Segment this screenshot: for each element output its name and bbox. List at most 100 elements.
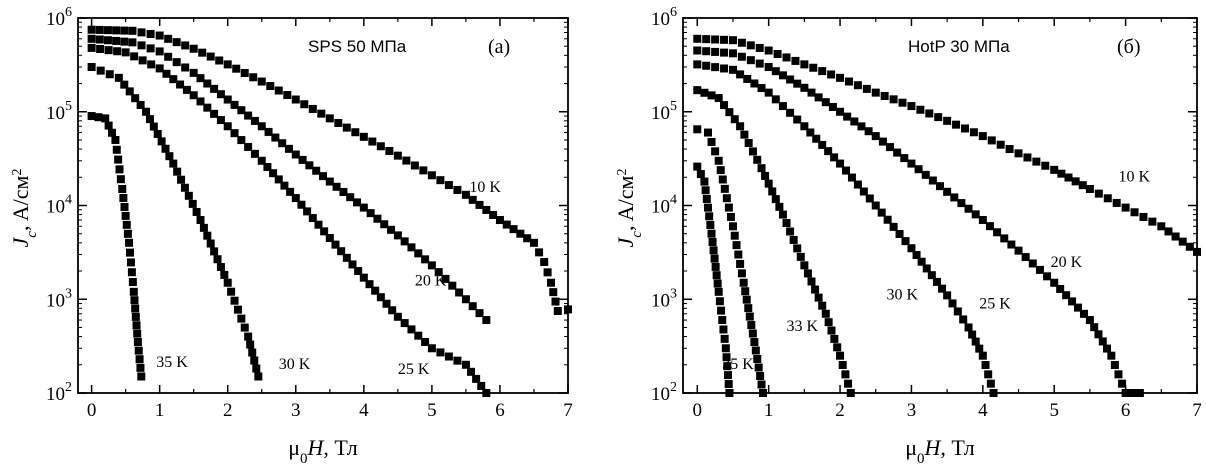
data-point <box>746 56 755 65</box>
panel-a-letter: (a) <box>488 36 510 58</box>
x-tick-label: 0 <box>693 400 703 421</box>
data-point <box>886 143 895 152</box>
data-point <box>407 243 416 252</box>
data-point <box>1112 198 1121 207</box>
data-point <box>968 330 977 339</box>
data-point <box>978 132 987 141</box>
data-point <box>189 91 198 100</box>
data-point <box>739 278 748 287</box>
data-point <box>165 152 174 161</box>
data-point <box>836 159 845 168</box>
data-point <box>1164 227 1173 236</box>
data-point <box>871 132 880 141</box>
data-point <box>444 352 453 361</box>
data-point <box>791 56 800 65</box>
data-point <box>248 348 257 357</box>
data-point <box>250 356 259 365</box>
data-point <box>843 112 852 121</box>
data-point <box>1110 361 1119 370</box>
data-point <box>468 302 477 311</box>
data-point <box>269 169 278 178</box>
data-point <box>482 389 491 397</box>
data-point <box>131 94 140 103</box>
data-point <box>753 155 762 164</box>
data-point <box>693 34 702 43</box>
series-label: 25 K <box>979 295 1011 312</box>
data-point <box>223 60 232 69</box>
data-point <box>123 229 132 238</box>
series-33k: 33 K <box>693 125 819 397</box>
panel-a-ticks: 0 1 2 3 4 5 6 7 102 103 104 105 106 <box>46 5 573 421</box>
data-point <box>701 186 710 195</box>
data-point <box>155 47 164 56</box>
series-25k: 25 K <box>87 43 491 397</box>
panel-b-x-label: μ0H, Тл <box>905 435 975 467</box>
data-point <box>196 216 205 225</box>
data-point <box>1005 145 1014 154</box>
data-point <box>1107 351 1116 360</box>
data-point <box>461 190 470 199</box>
data-point <box>986 379 995 388</box>
data-point <box>702 61 711 70</box>
data-point <box>853 180 862 189</box>
data-point <box>811 285 820 294</box>
data-point <box>1043 272 1052 281</box>
data-point <box>564 305 572 314</box>
data-point <box>693 125 702 134</box>
y-tick-label: 106 <box>651 5 677 30</box>
x-tick-label: 1 <box>764 400 774 421</box>
data-point <box>280 181 289 190</box>
data-point <box>758 389 767 397</box>
panel-b: 0 1 2 3 4 5 6 7 102 103 104 105 106 10 K 20 K 25 K 30 K… <box>613 5 1202 467</box>
data-point <box>146 44 155 53</box>
data-point <box>917 257 926 266</box>
data-point <box>984 370 993 379</box>
data-point <box>346 193 355 202</box>
data-point <box>314 220 323 229</box>
data-point <box>108 128 117 137</box>
data-point <box>164 34 173 43</box>
data-point <box>907 244 916 253</box>
data-point <box>827 70 836 79</box>
data-point <box>319 172 327 181</box>
data-point <box>775 202 784 211</box>
data-point <box>131 304 140 313</box>
data-point <box>807 88 816 97</box>
data-point <box>169 75 178 84</box>
data-point <box>1085 316 1094 325</box>
y-tick-label: 102 <box>651 380 677 405</box>
data-point <box>87 34 96 43</box>
data-point <box>206 52 215 61</box>
data-point <box>847 173 856 182</box>
data-point <box>87 43 96 52</box>
data-point <box>720 64 729 73</box>
data-point <box>128 26 137 35</box>
data-point <box>1157 222 1166 231</box>
data-point <box>714 287 723 296</box>
data-point <box>921 170 930 179</box>
data-point <box>419 166 428 175</box>
data-point <box>436 176 445 185</box>
data-point <box>113 47 122 56</box>
series-label: 20 K <box>1051 254 1083 271</box>
data-point <box>482 205 491 214</box>
data-point <box>740 130 749 139</box>
data-point <box>833 343 842 352</box>
data-point <box>789 235 798 244</box>
data-point <box>87 25 96 34</box>
data-point <box>1041 161 1050 170</box>
data-point <box>111 135 120 144</box>
data-point <box>87 63 96 72</box>
data-point <box>853 81 862 90</box>
data-point <box>1148 217 1157 226</box>
data-point <box>220 270 229 279</box>
data-point <box>192 207 201 216</box>
data-point <box>128 38 137 47</box>
data-point <box>907 102 916 111</box>
data-point <box>1007 240 1016 249</box>
data-point <box>959 315 968 324</box>
data-point <box>444 181 453 190</box>
data-point <box>551 297 560 306</box>
data-point <box>1103 344 1112 353</box>
data-point <box>693 162 702 171</box>
